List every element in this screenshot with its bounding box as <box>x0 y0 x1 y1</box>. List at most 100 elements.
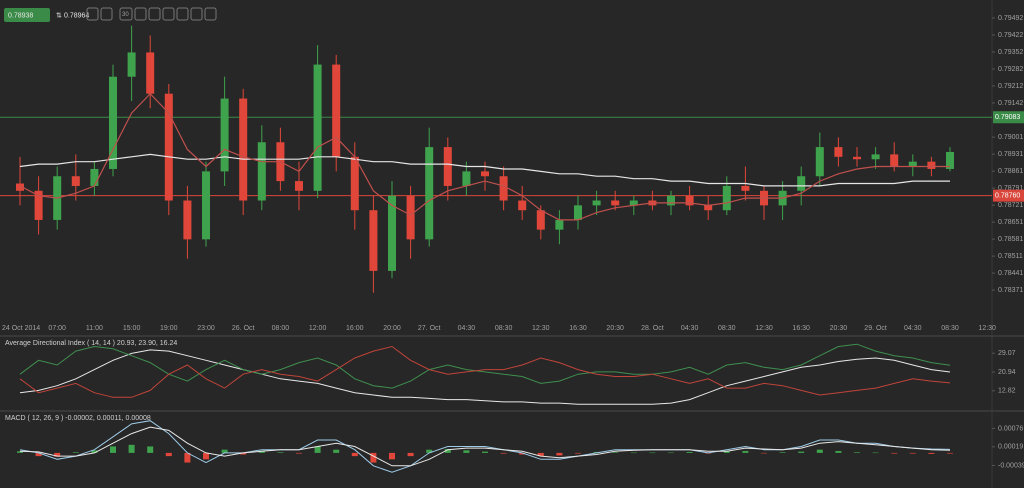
histogram-bar <box>333 449 340 453</box>
adx-title: Average Directional Index ( 14, 14 ) 20.… <box>5 340 177 347</box>
candle-body <box>890 154 899 167</box>
candle-body <box>499 176 508 201</box>
indicator-line <box>19 349 951 405</box>
x-tick-label: 04:30 <box>458 325 476 332</box>
histogram-bar <box>798 451 805 453</box>
candle-body <box>462 171 471 186</box>
histogram-bar <box>947 452 953 454</box>
y-tick-label: 0.78791 <box>998 185 1023 192</box>
candle-body <box>34 190 43 220</box>
histogram-bar <box>928 452 935 454</box>
draw-button[interactable] <box>162 7 175 21</box>
price-tag <box>993 189 1024 202</box>
histogram-bar <box>147 446 154 453</box>
x-tick-label: 20:30 <box>606 325 624 332</box>
y-tick-label: 0.78721 <box>998 202 1023 209</box>
fullscreen-button[interactable] <box>204 7 217 21</box>
histogram-bar <box>203 452 209 460</box>
candle-body <box>797 176 806 191</box>
period-label: 30 <box>122 12 129 18</box>
histogram-bar <box>854 452 860 453</box>
histogram-bar <box>872 452 879 454</box>
histogram-bar <box>556 452 563 456</box>
indicator-line <box>19 343 951 389</box>
x-tick-label: 19:00 <box>160 325 178 332</box>
candle-body <box>927 161 936 169</box>
y-tick-label: 20.94 <box>998 369 1016 376</box>
period-button[interactable] <box>119 7 133 21</box>
histogram-bar <box>165 452 172 457</box>
candle-body <box>220 98 229 172</box>
histogram-bar <box>500 452 507 454</box>
candle-body <box>425 147 434 240</box>
histogram-bar <box>668 452 674 454</box>
y-tick-label: 29.07 <box>998 350 1016 357</box>
y-tick-label: 12.82 <box>998 388 1016 395</box>
candle-body <box>146 52 155 94</box>
candle-body <box>704 205 713 211</box>
x-tick-label: 24 Oct 2014 <box>2 325 40 332</box>
arrow-icon: ⇅ <box>56 12 62 19</box>
x-tick-label: 29. Oct <box>864 325 887 332</box>
y-tick-label: 0.79422 <box>998 32 1023 39</box>
x-tick-label: 28. Oct <box>641 325 664 332</box>
y-tick-label: -0.00039 <box>998 462 1024 469</box>
x-tick-label: 16:30 <box>569 325 587 332</box>
histogram-bar <box>761 452 767 454</box>
bid-box <box>4 8 50 22</box>
x-tick-label: 23:00 <box>197 325 215 332</box>
settings-button[interactable] <box>176 7 189 21</box>
histogram-bar <box>407 452 414 457</box>
histogram-bar <box>835 450 842 453</box>
save-button[interactable] <box>190 7 203 21</box>
candle-body <box>369 210 378 271</box>
histogram-bar <box>91 450 98 453</box>
candle-body <box>90 168 99 186</box>
histogram-bar <box>779 452 786 453</box>
histogram-bar <box>649 452 656 454</box>
chart-type-button[interactable] <box>134 7 147 21</box>
histogram-bar <box>17 451 23 453</box>
candle-body <box>834 147 843 157</box>
y-tick-label: 0.78511 <box>998 253 1023 260</box>
x-tick-label: 27. Oct <box>418 325 441 332</box>
histogram-bar <box>296 452 302 454</box>
quote-box: 0.78938 ⇅ 0.78964 <box>4 8 89 22</box>
candle-body <box>202 171 210 240</box>
zoom-in-button[interactable] <box>86 7 99 21</box>
moving-average <box>19 153 950 187</box>
x-tick-label: 26. Oct <box>232 325 255 332</box>
candle-body <box>871 154 880 160</box>
candle-body <box>574 205 582 220</box>
indicator-button[interactable] <box>148 7 161 21</box>
price-tag <box>993 111 1024 124</box>
x-tick-label: 08:00 <box>272 325 290 332</box>
candle-body <box>313 64 322 191</box>
histogram-bar <box>816 449 823 453</box>
candle-body <box>406 195 415 240</box>
candle-body <box>629 200 638 206</box>
candle-body <box>16 183 24 191</box>
candle-body <box>332 64 341 157</box>
y-tick-label: 0.78441 <box>998 270 1023 277</box>
candle-body <box>815 147 824 177</box>
candle-body <box>183 200 192 240</box>
histogram-bar <box>575 452 581 454</box>
y-tick-label: 0.79212 <box>998 83 1023 90</box>
histogram-bar <box>35 452 42 457</box>
bid-price: 0.78938 <box>8 12 33 19</box>
y-tick-label: 0.78651 <box>998 219 1023 226</box>
macd-line <box>19 420 951 473</box>
y-tick-label: 0.79352 <box>998 49 1023 56</box>
candle-body <box>592 200 601 206</box>
histogram-bar <box>482 451 488 453</box>
zoom-out-button[interactable] <box>100 7 113 21</box>
candle-body <box>350 156 359 211</box>
histogram-bar <box>891 452 898 454</box>
candle-body <box>295 181 303 191</box>
histogram-bar <box>426 449 433 453</box>
x-tick-label: 04:30 <box>904 325 922 332</box>
x-tick-label: 07:00 <box>48 325 66 332</box>
candle-body <box>741 185 750 191</box>
